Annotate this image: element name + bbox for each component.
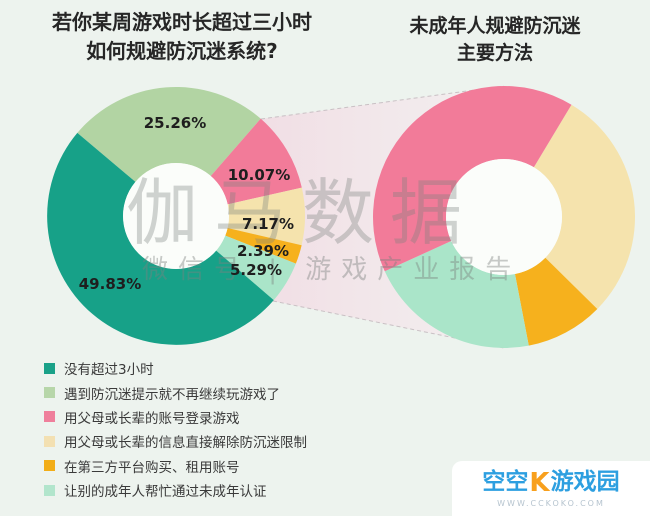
donut1-slice-2: [210, 118, 302, 205]
donut1-slice-5: [216, 235, 296, 301]
legend-label-2: 遇到防沉迷提示就不再继续玩游戏了: [64, 386, 280, 403]
donut1-slice-4: [225, 228, 302, 264]
logo-k-icon: K: [529, 467, 550, 498]
site-logo: 空空 K 游戏园: [482, 470, 619, 496]
legend-label-3: 用父母或长辈的账号登录游戏: [64, 410, 240, 427]
donut1-label-5: 5.29%: [230, 261, 282, 279]
legend-item-4: 用父母或长辈的信息直接解除防沉迷限制: [44, 429, 307, 453]
left-chart-title-line1: 若你某周游戏时长超过三小时: [52, 10, 312, 34]
left-chart-title: 若你某周游戏时长超过三小时 如何规避防沉迷系统?: [27, 8, 337, 66]
legend-label-4: 用父母或长辈的信息直接解除防沉迷限制: [64, 435, 307, 452]
donut2-hole: [446, 159, 562, 275]
logo-text-left: 空空: [482, 469, 529, 495]
donut1-label-2: 10.07%: [228, 166, 290, 184]
donut1-slice-6: [47, 132, 274, 345]
legend-item-1: 没有超过3小时: [44, 356, 307, 380]
legend-swatch-1: [44, 362, 55, 374]
legend-label-6: 让别的成年人帮忙通过未成年认证: [64, 484, 267, 501]
legend-item-5: 在第三方平台购买、租用账号: [44, 454, 307, 478]
legend-item-2: 遇到防沉迷提示就不再继续玩游戏了: [44, 380, 307, 404]
donut1-label-3: 7.17%: [242, 215, 294, 233]
right-chart-title-line2: 主要方法: [456, 42, 533, 64]
logo-url: WWW.CCKOKO.COM: [497, 498, 605, 508]
right-chart-title-line1: 未成年人规避防沉迷: [409, 15, 581, 37]
legend-item-3: 用父母或长辈的账号登录游戏: [44, 405, 307, 429]
site-logo-box: 空空 K 游戏园 WWW.CCKOKO.COM: [452, 461, 650, 516]
donut2-slice-2: [514, 257, 598, 346]
legend-item-6: 让别的成年人帮忙通过未成年认证: [44, 478, 307, 502]
legend-swatch-5: [44, 460, 55, 472]
legend-swatch-6: [44, 484, 55, 496]
legend-swatch-3: [44, 411, 55, 423]
donut1-hole: [123, 163, 229, 269]
zoom-beam-top-dashed-line: [260, 85, 505, 120]
donut1-slice-3: [227, 187, 305, 246]
chart-legend: 没有超过3小时遇到防沉迷提示就不再继续玩游戏了 用父母或长辈的账号登录游戏用父母或…: [44, 356, 307, 502]
logo-text-right: 游戏园: [550, 469, 620, 495]
donut1-label-1: 25.26%: [144, 114, 206, 132]
legend-label-5: 在第三方平台购买、租用账号: [64, 459, 240, 476]
donut2-slice-1: [533, 104, 636, 309]
right-chart-title: 未成年人规避防沉迷 主要方法: [386, 13, 604, 67]
donut2-slice-3: [384, 241, 529, 348]
legend-swatch-2: [44, 387, 55, 399]
legend-label-1: 没有超过3小时: [64, 362, 154, 379]
legend-swatch-4: [44, 435, 55, 447]
donut1-label-6: 49.83%: [79, 275, 141, 293]
donut1-slice-1: [77, 87, 261, 182]
left-chart-title-line2: 如何规避防沉迷系统?: [86, 39, 278, 63]
donut1-label-4: 2.39%: [237, 242, 289, 260]
donut2-slice-4: [372, 85, 572, 272]
